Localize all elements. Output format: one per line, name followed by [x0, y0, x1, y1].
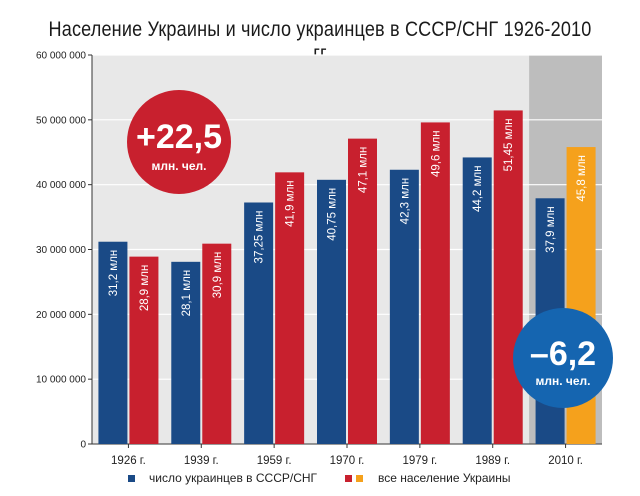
bar-value-label: 28,9 млн [139, 265, 151, 312]
bar-ukrainians-ussr-cis [317, 179, 346, 444]
legend-label-population: все население Украины [378, 471, 510, 485]
decline-badge [513, 308, 613, 408]
bar-ukrainians-ussr-cis [244, 202, 274, 444]
bar-value-label: 49,6 млн [430, 130, 442, 177]
x-tick-label: 1959 г. [257, 455, 292, 467]
bar-ukrainians-ussr-cis [389, 169, 419, 444]
legend-swatch-population [345, 475, 352, 482]
y-tick-label: 30 000 000 [36, 245, 86, 256]
bar-value-label: 37,9 млн [545, 206, 557, 253]
legend-swatch-population-2010 [356, 475, 363, 482]
bar-value-label: 40,75 млн [327, 188, 339, 241]
legend-label-ukrainians: число украинцев в СССР/СНГ [149, 471, 318, 485]
decline-badge-unit: млн. чел. [535, 374, 590, 388]
bar-value-label: 37,25 млн [254, 210, 266, 263]
bar-value-label: 31,2 млн [108, 250, 120, 297]
bar-value-label: 41,9 млн [285, 180, 297, 227]
x-tick-label: 1939 г. [184, 455, 219, 467]
y-tick-label: 60 000 000 [36, 51, 86, 62]
bar-value-label: 47,1 млн [358, 147, 370, 194]
bar-value-label: 44,2 млн [472, 165, 484, 212]
x-tick-label: 1989 г. [475, 455, 510, 467]
bar-population-ukraine [129, 256, 159, 444]
bar-ukrainians-ussr-cis [462, 157, 492, 445]
bar-ukrainians-ussr-cis [171, 261, 201, 444]
y-tick-label: 20 000 000 [36, 310, 86, 321]
bar-population-ukraine [493, 110, 523, 445]
bar-population-ukraine [420, 122, 450, 444]
x-tick-label: 1979 г. [402, 455, 437, 467]
growth-badge-value: +22,5 [136, 118, 222, 156]
legend-swatch-ukrainians [128, 475, 135, 482]
growth-badge-unit: млн. чел. [151, 159, 206, 173]
decline-badge-value: –6,2 [530, 335, 596, 373]
y-tick-label: 40 000 000 [36, 180, 86, 191]
y-tick-label: 0 [80, 440, 86, 451]
bar-value-label: 51,45 млн [503, 118, 515, 171]
x-tick-label: 1926 г. [111, 455, 146, 467]
bar-population-ukraine [348, 138, 377, 444]
y-tick-label: 50 000 000 [36, 115, 86, 126]
bar-population-ukraine [202, 243, 232, 444]
y-tick-label: 10 000 000 [36, 375, 86, 386]
bar-value-label: 42,3 млн [399, 178, 411, 225]
growth-badge [127, 90, 231, 194]
bar-population-ukraine [275, 172, 305, 444]
bar-ukrainians-ussr-cis [98, 241, 128, 444]
x-tick-label: 2010 г. [548, 455, 583, 467]
bar-value-label: 28,1 млн [181, 270, 193, 317]
bar-value-label: 45,8 млн [576, 155, 588, 202]
x-tick-label: 1970 г. [330, 455, 365, 467]
bar-value-label: 30,9 млн [212, 252, 224, 299]
